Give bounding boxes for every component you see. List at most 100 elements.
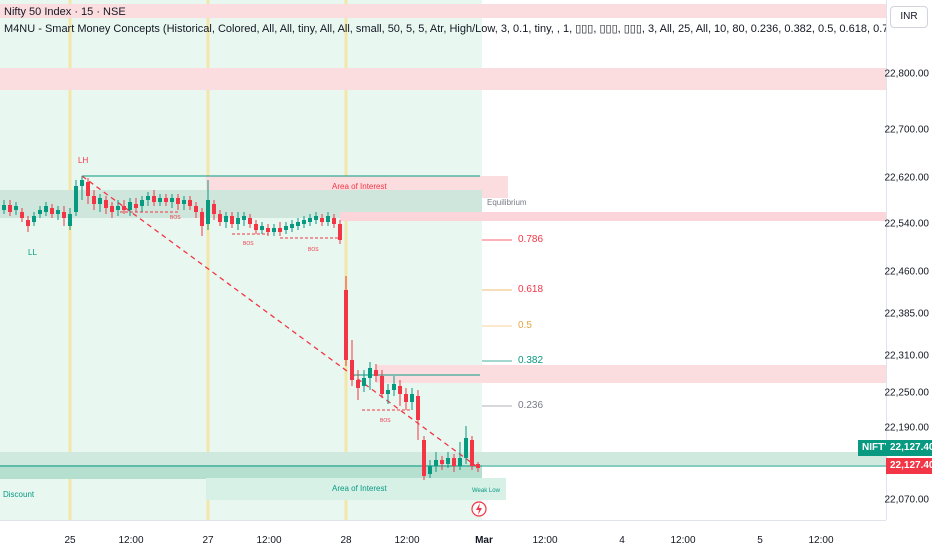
candle-body (188, 200, 192, 206)
candle-body (80, 180, 84, 186)
candle-body (38, 210, 42, 214)
candle-body (236, 218, 240, 224)
candle-body (74, 186, 78, 212)
candle-body (56, 210, 60, 214)
candle-body (134, 204, 138, 208)
fib-786-label: 0.786 (518, 234, 544, 245)
ytick: 22,700.00 (884, 124, 930, 136)
chart-canvas (0, 0, 886, 520)
candle-body (8, 205, 12, 212)
candle-body (254, 224, 258, 230)
last-price-value: 22,127.40 (890, 460, 932, 471)
candle-body (14, 206, 18, 210)
candle-body (140, 200, 144, 206)
candle-body (206, 200, 210, 224)
candle-body (200, 212, 204, 226)
aoi-bottom-zone (206, 478, 506, 500)
last-price-tag: 22,127.40 (886, 458, 932, 474)
xtick: Mar (475, 535, 493, 546)
premium-zone-4 (376, 365, 886, 383)
bolt-icon (476, 503, 482, 515)
aoi-top-label: Area of Interest (332, 182, 387, 191)
candle-body (308, 218, 312, 222)
candle-body (248, 218, 252, 224)
chart-plot-area[interactable]: Nifty 50 Index · 15 · NSE M4NU - Smart M… (0, 0, 886, 520)
candle-body (266, 228, 270, 232)
symbol-value: 22,127.40 (890, 442, 932, 453)
candle-body (464, 438, 468, 458)
candle-body (278, 228, 282, 232)
candle-body (302, 220, 306, 224)
price-axis[interactable]: 22,800.00 22,700.00 22,620.00 22,540.00 … (884, 0, 932, 520)
lh-label: LH (78, 156, 89, 165)
indicator-title[interactable]: M4NU - Smart Money Concepts (Historical,… (4, 23, 886, 35)
premium-zone-2 (0, 68, 886, 90)
candle-body (26, 220, 30, 226)
candle-body (68, 214, 72, 226)
candle-body (92, 196, 96, 204)
premium-zone-top (0, 4, 886, 18)
fib-618-label: 0.618 (518, 284, 544, 295)
candle-body (242, 216, 246, 220)
ytick: 22,190.00 (884, 422, 930, 434)
candle-body (422, 440, 426, 476)
candles (2, 176, 480, 480)
candle-body (440, 460, 444, 464)
candle-body (356, 380, 360, 388)
candle-body (284, 226, 288, 230)
xtick: 28 (340, 535, 352, 546)
candle-body (362, 378, 366, 386)
candle-body (110, 206, 114, 212)
xtick: 4 (619, 535, 625, 546)
symbol-title[interactable]: Nifty 50 Index · 15 · NSE (4, 6, 126, 18)
ll-label: LL (28, 248, 37, 257)
candle-body (404, 394, 408, 402)
candle-body (20, 212, 24, 218)
xtick: 27 (202, 535, 214, 546)
xtick: 25 (64, 535, 76, 546)
aoi-bottom-label: Area of Interest (332, 484, 387, 493)
candle-body (290, 224, 294, 228)
xtick: 5 (757, 535, 763, 546)
candle-body (296, 222, 300, 226)
candle-body (104, 200, 108, 208)
candle-body (32, 216, 36, 222)
ytick: 22,070.00 (884, 494, 930, 506)
candle-body (164, 198, 168, 202)
candle-body (368, 368, 372, 378)
candle-body (344, 290, 348, 360)
symbol-name: NIFTY (862, 442, 891, 453)
ytick: 22,310.00 (884, 350, 930, 362)
ytick: 22,250.00 (884, 387, 930, 399)
xtick: 12:00 (394, 535, 420, 546)
chart-legend: Nifty 50 Index · 15 · NSE M4NU - Smart M… (4, 4, 886, 38)
candle-body (452, 458, 456, 466)
candle-body (326, 216, 330, 222)
candle-body (218, 214, 222, 222)
ytick: 22,620.00 (884, 172, 930, 184)
candle-body (458, 458, 462, 466)
candle-body (434, 460, 438, 466)
currency-button[interactable]: INR (890, 6, 928, 28)
candle-body (428, 466, 432, 474)
candle-body (230, 216, 234, 224)
ytick: 22,540.00 (884, 218, 930, 230)
candle-body (260, 226, 264, 230)
time-axis[interactable]: 25 12:00 27 12:00 28 12:00 Mar 12:00 4 1… (0, 520, 886, 551)
bos-label-4: BOS (380, 418, 391, 424)
candle-body (158, 198, 162, 202)
candle-body (476, 464, 480, 468)
candle-body (194, 206, 198, 212)
candle-body (50, 208, 54, 214)
candle-body (374, 370, 378, 376)
equilibrium-label: Equilibrium (487, 198, 527, 207)
candle-body (350, 360, 354, 380)
discount-zone-1 (0, 452, 886, 465)
candle-body (392, 384, 396, 390)
xtick: 12:00 (256, 535, 282, 546)
ytick: 22,460.00 (884, 266, 930, 278)
symbol-price-tag: NIFTY (858, 440, 895, 456)
candle-body (44, 206, 48, 212)
candle-body (398, 386, 402, 394)
xtick: 12:00 (670, 535, 696, 546)
